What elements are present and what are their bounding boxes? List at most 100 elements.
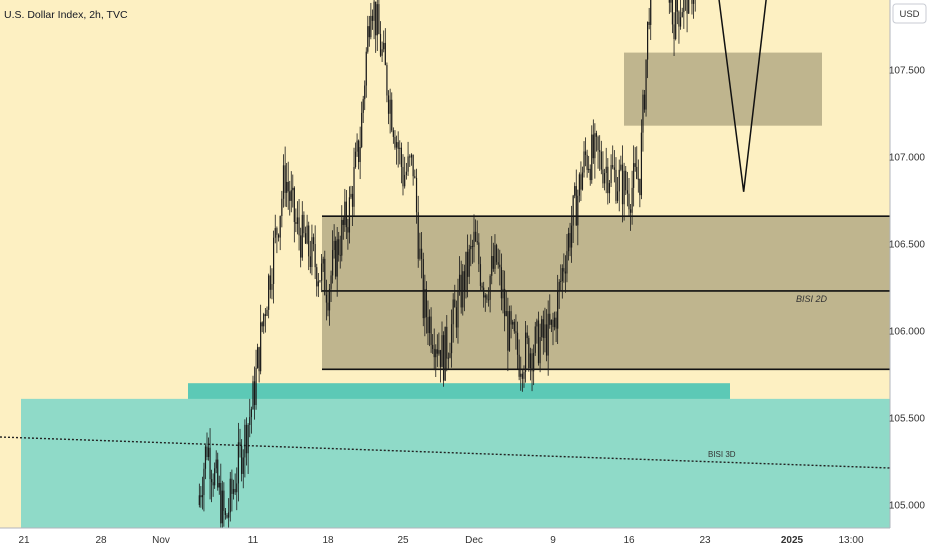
candle-body: [468, 249, 470, 277]
currency-button[interactable]: USD: [892, 3, 927, 24]
candle-body: [410, 154, 413, 158]
candle-body: [528, 338, 530, 368]
candle-body: [552, 319, 554, 328]
candle-body: [281, 198, 283, 217]
candle-body: [264, 314, 266, 317]
candle-body: [499, 264, 501, 268]
candle-body: [462, 271, 464, 308]
candle-body: [236, 483, 238, 493]
candle-body: [295, 222, 297, 224]
candle-body: [452, 299, 454, 325]
candle-body: [223, 490, 225, 511]
candle-body: [255, 367, 257, 406]
candle-body: [581, 172, 584, 190]
candle-body: [531, 353, 533, 372]
candle-body: [567, 233, 570, 252]
candle-body: [353, 167, 355, 207]
candle-body: [671, 0, 674, 25]
levels-layer: [0, 215, 891, 469]
time-axis-labels: 21 28 Nov 11 18 25 Dec 9 16 23 2025 13:00: [18, 535, 864, 546]
candle-body: [376, 4, 378, 36]
candle-body: [628, 193, 630, 210]
candle-body: [249, 417, 251, 425]
candle-body: [365, 51, 367, 86]
candle-body: [271, 284, 273, 290]
candle-body: [647, 21, 649, 60]
time-axis-panel[interactable]: [0, 528, 932, 550]
zones-layer: [21, 52, 890, 544]
candle-body: [497, 262, 499, 265]
candle-body: [681, 12, 683, 18]
candle-body: [339, 254, 341, 256]
candle-body: [541, 319, 543, 338]
chart-title: U.S. Dollar Index, 2h, TVC: [4, 9, 128, 21]
candle-body: [201, 495, 203, 498]
candle-body: [367, 26, 369, 52]
candle-body: [457, 290, 459, 328]
candle-body: [515, 331, 517, 333]
candle-body: [645, 59, 647, 110]
candle-body: [391, 99, 393, 131]
candle-body: [303, 214, 305, 234]
candle-body: [583, 151, 585, 173]
candle-body: [350, 193, 352, 198]
x-tick-label: 18: [322, 535, 334, 546]
candle-body: [273, 237, 275, 285]
candle-body: [683, 0, 685, 13]
candle-body: [613, 167, 615, 170]
candle-body: [368, 26, 370, 38]
candle-body: [544, 324, 546, 338]
candle-body: [634, 163, 636, 167]
candle-body: [231, 478, 233, 494]
candle-body: [591, 134, 593, 181]
candle-body: [648, 21, 650, 25]
candle-body: [572, 195, 574, 226]
candle-body: [561, 268, 563, 282]
candle-body: [211, 479, 213, 483]
candle-body: [575, 186, 577, 226]
candle-body: [348, 197, 351, 233]
candle-body: [492, 256, 494, 269]
candle-body: [564, 271, 567, 274]
y-tick-label: 106.000: [889, 327, 926, 338]
candle-body: [263, 314, 265, 327]
candle-body: [479, 264, 482, 286]
candle-body: [549, 313, 551, 325]
candle-body: [229, 478, 231, 513]
candle-body: [643, 94, 646, 110]
candle-body: [327, 302, 329, 311]
candle-body: [252, 381, 254, 410]
candle-body: [405, 171, 407, 175]
candle-body: [629, 209, 632, 213]
candle-body: [266, 309, 268, 317]
candle-body: [330, 275, 332, 289]
candle-body: [200, 495, 202, 498]
candle-body: [333, 240, 335, 251]
x-tick-label: 2025: [781, 535, 804, 546]
candle-body: [612, 165, 614, 168]
candle-body: [298, 217, 300, 236]
candle-body: [386, 65, 388, 96]
candle-body: [483, 287, 485, 298]
candle-body: [387, 95, 390, 114]
candle-body: [520, 373, 522, 377]
x-tick-label: Nov: [152, 535, 170, 546]
candle-body: [373, 1, 375, 21]
candle-body: [608, 183, 611, 194]
candle-body: [220, 483, 222, 524]
candle-body: [678, 11, 680, 27]
candle-body: [441, 335, 443, 367]
x-tick-label: 13:00: [838, 535, 863, 546]
candle-body: [447, 357, 449, 359]
candle-body: [478, 242, 480, 265]
candle-body: [618, 169, 620, 192]
candle-body: [518, 354, 520, 377]
price-axis-panel[interactable]: [890, 0, 932, 528]
candle-body: [358, 140, 360, 163]
candle-body: [247, 424, 249, 454]
candle-body: [588, 168, 590, 170]
candle-body: [312, 237, 315, 245]
candle-body: [232, 488, 235, 494]
candle-body: [306, 225, 308, 244]
candle-body: [631, 187, 633, 213]
